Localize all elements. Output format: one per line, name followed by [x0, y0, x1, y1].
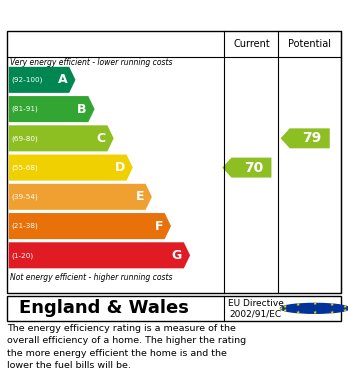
Text: Potential: Potential — [288, 39, 331, 49]
Text: Not energy efficient - higher running costs: Not energy efficient - higher running co… — [10, 273, 173, 282]
Text: A: A — [58, 74, 68, 86]
Text: ★: ★ — [313, 301, 317, 307]
Text: ★: ★ — [283, 304, 287, 308]
Text: ★: ★ — [347, 306, 348, 311]
Text: (81-91): (81-91) — [11, 106, 38, 112]
Text: 70: 70 — [244, 161, 263, 175]
Text: Very energy efficient - lower running costs: Very energy efficient - lower running co… — [10, 58, 173, 67]
Text: ★: ★ — [278, 306, 283, 311]
Text: EU Directive
2002/91/EC: EU Directive 2002/91/EC — [228, 299, 284, 318]
Text: Current: Current — [233, 39, 270, 49]
Text: ★: ★ — [313, 310, 317, 315]
Polygon shape — [9, 96, 95, 122]
Polygon shape — [9, 125, 114, 151]
Polygon shape — [280, 128, 330, 148]
Polygon shape — [9, 67, 76, 93]
Text: ★: ★ — [295, 310, 300, 315]
Text: (69-80): (69-80) — [11, 135, 38, 142]
Text: C: C — [96, 132, 106, 145]
Text: (92-100): (92-100) — [11, 77, 43, 83]
Text: D: D — [114, 161, 125, 174]
Text: (39-54): (39-54) — [11, 194, 38, 200]
Polygon shape — [9, 213, 171, 239]
Text: E: E — [135, 190, 144, 203]
Polygon shape — [222, 158, 271, 178]
Text: ★: ★ — [295, 302, 300, 307]
Text: (1-20): (1-20) — [11, 252, 34, 258]
Text: (55-68): (55-68) — [11, 164, 38, 171]
Polygon shape — [9, 242, 190, 268]
Text: B: B — [77, 102, 87, 116]
Text: (21-38): (21-38) — [11, 223, 38, 230]
Ellipse shape — [280, 303, 348, 313]
Text: F: F — [155, 220, 163, 233]
Text: The energy efficiency rating is a measure of the
overall efficiency of a home. T: The energy efficiency rating is a measur… — [7, 324, 246, 370]
Text: ★: ★ — [330, 302, 334, 307]
Text: Energy Efficiency Rating: Energy Efficiency Rating — [59, 5, 289, 24]
Text: 79: 79 — [302, 131, 321, 145]
Text: ★: ★ — [342, 308, 347, 313]
Text: England & Wales: England & Wales — [19, 300, 189, 317]
Text: ★: ★ — [283, 308, 287, 313]
Text: G: G — [172, 249, 182, 262]
Text: ★: ★ — [330, 310, 334, 315]
Text: ★: ★ — [342, 304, 347, 308]
Polygon shape — [9, 154, 133, 181]
Polygon shape — [9, 184, 152, 210]
